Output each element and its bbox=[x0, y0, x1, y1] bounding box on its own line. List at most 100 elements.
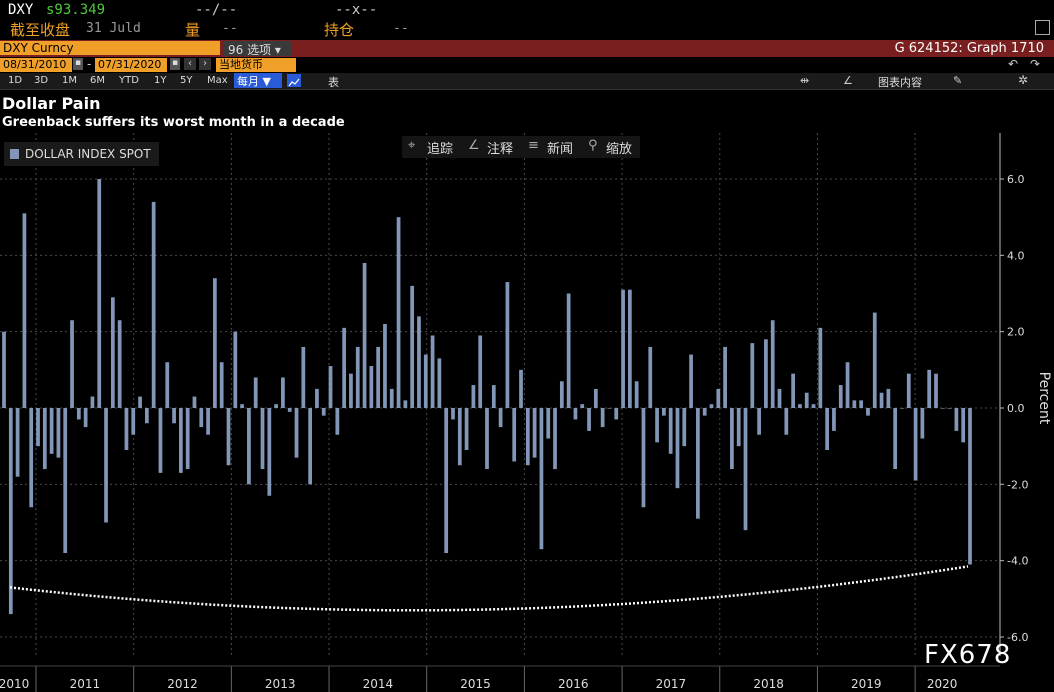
bar bbox=[641, 408, 646, 508]
bar bbox=[335, 408, 340, 435]
y-tick-label: -2.0 bbox=[1007, 478, 1028, 491]
bar bbox=[15, 408, 20, 477]
bar bbox=[308, 408, 312, 485]
bar bbox=[519, 369, 523, 408]
legend-swatch bbox=[10, 149, 19, 159]
bar bbox=[947, 408, 952, 409]
bar bbox=[403, 400, 408, 408]
bar bbox=[253, 377, 258, 408]
x-tick-label: 2011 bbox=[70, 677, 101, 691]
period-max[interactable]: Max bbox=[207, 75, 228, 86]
chart-bars bbox=[2, 179, 972, 615]
frequency-dropdown[interactable]: 每月 ▼ bbox=[234, 73, 282, 88]
bar bbox=[22, 213, 27, 408]
position-value: -- bbox=[393, 21, 409, 36]
news-button[interactable]: 新闻 bbox=[547, 142, 574, 157]
bar bbox=[63, 408, 68, 554]
zoom-button[interactable]: 缩放 bbox=[606, 142, 633, 157]
bar bbox=[192, 396, 197, 408]
bar bbox=[770, 320, 775, 408]
bar bbox=[165, 362, 170, 408]
x-tick-label: 2019 bbox=[851, 677, 882, 691]
chart-settings-icon[interactable]: ∠ bbox=[843, 74, 853, 87]
bar bbox=[185, 408, 190, 470]
bar bbox=[274, 404, 278, 408]
bar bbox=[226, 408, 231, 466]
bar bbox=[634, 381, 639, 408]
period-3d[interactable]: 3D bbox=[34, 75, 49, 86]
table-button[interactable]: 表 bbox=[328, 76, 339, 89]
bar bbox=[233, 331, 238, 408]
period-5y[interactable]: 5Y bbox=[180, 75, 193, 86]
bar bbox=[206, 408, 210, 435]
bar bbox=[961, 408, 966, 443]
x-tick-label: 2013 bbox=[265, 677, 296, 691]
crosshair-icon[interactable]: ⇹ bbox=[800, 74, 810, 87]
period-1m[interactable]: 1M bbox=[62, 75, 77, 86]
bar bbox=[553, 408, 557, 470]
bar bbox=[301, 346, 306, 408]
volume-label: 量 bbox=[185, 21, 201, 39]
bar bbox=[131, 408, 136, 435]
chevron-left-icon[interactable]: ‹ bbox=[184, 58, 196, 70]
calendar-icon[interactable]: ▪ bbox=[170, 58, 180, 70]
x-tick-label: 2014 bbox=[363, 677, 394, 691]
y-tick-label: 2.0 bbox=[1007, 326, 1025, 339]
bar bbox=[362, 262, 367, 408]
bar bbox=[838, 385, 843, 408]
chart-content-button[interactable]: 图表内容 bbox=[878, 76, 922, 89]
bar bbox=[437, 358, 442, 408]
x-axis: 2010 2011 2012 2013 2014 2015 2016 2017 2018 2019… bbox=[0, 665, 1000, 692]
bar bbox=[97, 179, 102, 408]
bar bbox=[199, 408, 204, 428]
bar bbox=[512, 408, 517, 462]
bar bbox=[342, 327, 347, 408]
gear-icon[interactable]: ✲ bbox=[1018, 73, 1029, 87]
expand-icon[interactable] bbox=[1035, 20, 1050, 35]
bar bbox=[546, 408, 551, 439]
y-tick-label: 6.0 bbox=[1007, 173, 1025, 186]
bar bbox=[886, 388, 891, 408]
start-date-field[interactable]: 08/31/2010 bbox=[0, 58, 72, 72]
legend-label: DOLLAR INDEX SPOT bbox=[25, 147, 151, 161]
bar bbox=[730, 408, 734, 470]
period-1d[interactable]: 1D bbox=[8, 75, 23, 86]
edit-icon[interactable]: ✎ bbox=[953, 74, 963, 87]
y-axis-label: Percent bbox=[1036, 372, 1052, 425]
x-tick-label: 2016 bbox=[558, 677, 589, 691]
end-date-field[interactable]: 07/31/2020 bbox=[95, 58, 167, 72]
y-tick-label: 0.0 bbox=[1007, 402, 1025, 415]
bar bbox=[49, 408, 54, 454]
redo-icon[interactable]: ↷ bbox=[1030, 57, 1041, 71]
bar bbox=[260, 408, 265, 470]
undo-icon[interactable]: ↶ bbox=[1008, 57, 1019, 71]
security-field[interactable]: DXY Curncy bbox=[0, 41, 220, 55]
bar bbox=[648, 346, 653, 408]
chevron-right-icon[interactable]: › bbox=[199, 58, 211, 70]
bar bbox=[784, 408, 789, 435]
bar bbox=[539, 408, 544, 550]
bar bbox=[389, 388, 394, 408]
bar bbox=[158, 408, 163, 473]
bar bbox=[110, 297, 115, 408]
bar bbox=[29, 408, 34, 508]
period-6m[interactable]: 6M bbox=[90, 75, 105, 86]
track-button[interactable]: 追踪 bbox=[427, 142, 454, 157]
bar bbox=[498, 408, 503, 428]
options-dropdown[interactable]: 96 选项 ▾ bbox=[224, 41, 292, 57]
bar bbox=[144, 408, 149, 424]
period-1y[interactable]: 1Y bbox=[154, 75, 167, 86]
calendar-icon[interactable]: ▪ bbox=[73, 58, 83, 70]
bar bbox=[76, 408, 81, 420]
annotate-button[interactable]: 注释 bbox=[487, 142, 514, 157]
bar bbox=[573, 408, 578, 420]
track-icon: ⌖ bbox=[408, 138, 416, 153]
line-chart-icon[interactable] bbox=[287, 74, 301, 87]
period-ytd[interactable]: YTD bbox=[119, 75, 139, 86]
volume-value: -- bbox=[222, 21, 238, 36]
bar bbox=[811, 404, 816, 408]
bar bbox=[36, 408, 40, 447]
bar bbox=[172, 408, 176, 424]
currency-dropdown[interactable]: 当地货币 bbox=[216, 58, 296, 72]
bar bbox=[349, 373, 353, 408]
